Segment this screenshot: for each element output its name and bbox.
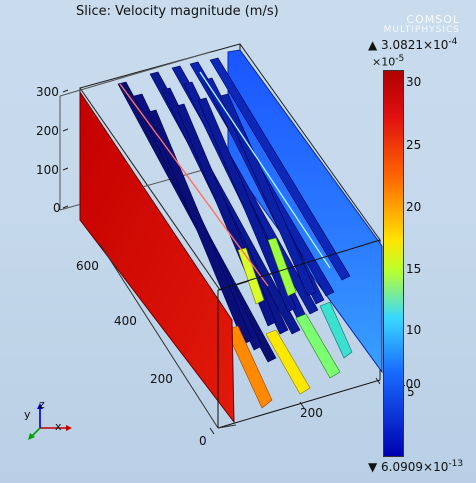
y-tick-200: 200 [150,372,173,386]
colorbar-scale-base: ×10 [372,55,396,69]
z-tick-100: 100 [36,163,59,177]
colorbar-tick-15: 15 [406,262,422,276]
z-tick-0: 0 [53,201,61,215]
red-slice-plane [79,90,235,424]
axis-ticks [62,89,381,435]
colorbar-min-value: ▼ 6.0909×10 [368,460,449,474]
z-tick-200: 200 [36,124,59,138]
highlight-line-red [119,83,269,287]
lower-slice-strips [225,237,353,409]
highlight-line-cyan [199,71,331,269]
colorbar-tick-10: 10 [406,323,422,337]
colorbar-min-exponent: -13 [448,459,464,469]
triad-y-label: y [24,408,31,421]
logo-line-2: MULTIPHYSICS [383,25,460,35]
colorbar-tick-30: 30 [406,75,422,89]
y-tick-600: 600 [76,259,99,273]
axis-triad [28,403,72,440]
colorbar-scale-exponent: -5 [395,54,405,64]
plot-title: Slice: Velocity magnitude (m/s) [76,4,279,19]
comsol-logo: COMSOL MULTIPHYSICS [350,14,460,36]
colorbar-tick-5: 5 [407,385,415,399]
x-tick-200: 200 [300,406,323,420]
colorbar-min-label: ▼ 6.0909×10-13 [368,459,463,474]
triad-z-label: z [39,398,45,411]
y-tick-0: 0 [199,434,207,448]
logo-line-1: COMSOL [406,13,460,26]
y-tick-400: 400 [114,314,137,328]
domain-box-front [99,239,381,429]
colorbar-tick-25: 25 [406,138,422,152]
colorbar-max-value: ▲ 3.0821×10 [368,38,449,52]
z-tick-300: 300 [36,85,59,99]
colorbar-scale-label: ×10-5 [372,54,404,69]
colorbar [383,70,404,457]
colorbar-max-exponent: -4 [448,37,458,47]
colorbar-max-label: ▲ 3.0821×10-4 [368,37,457,52]
triad-x-label: x [55,420,62,433]
colorbar-tick-20: 20 [406,200,422,214]
